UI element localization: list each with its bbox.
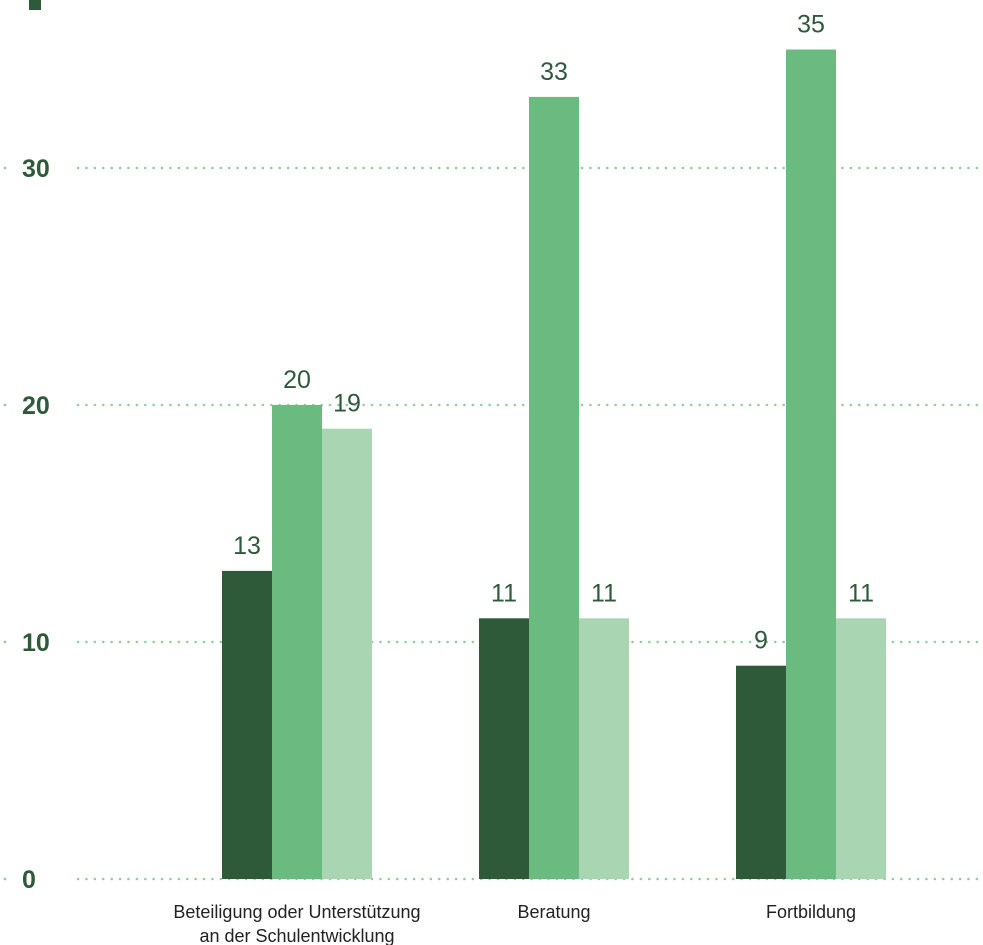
bar-value-label: 33: [540, 58, 568, 86]
x-category-label: Beratung: [517, 902, 590, 922]
gridline-dot: [3, 166, 7, 170]
bar-value-label: 19: [333, 390, 361, 418]
bar: [272, 405, 322, 879]
bar: [222, 570, 272, 879]
gridline-dot: [3, 403, 7, 407]
bar: [836, 618, 886, 879]
x-category-label: Fortbildung: [766, 902, 856, 922]
bar: [479, 618, 529, 879]
y-tick-label: 20: [22, 392, 50, 420]
bar-value-label: 20: [283, 366, 311, 394]
y-tick-label: 10: [22, 629, 50, 657]
y-tick-label: 30: [22, 155, 50, 183]
bar-value-label: 11: [848, 579, 874, 607]
x-category-label: Beteiligung oder Unterstützung an der Sch…: [173, 902, 420, 945]
bar: [736, 665, 786, 879]
bar: [579, 618, 629, 879]
bar-value-label: 13: [233, 532, 261, 560]
bar-value-label: 35: [797, 11, 825, 39]
bar-value-label: 9: [754, 627, 768, 655]
header-accent-mark: [29, 0, 41, 10]
bar: [529, 96, 579, 879]
bar-value-label: 11: [491, 579, 517, 607]
gridline-dot: [3, 877, 7, 881]
bar: [322, 428, 372, 879]
bar: [786, 49, 836, 879]
y-tick-label: 0: [22, 866, 36, 894]
gridline-dot: [3, 640, 7, 644]
bar-value-label: 11: [591, 579, 617, 607]
